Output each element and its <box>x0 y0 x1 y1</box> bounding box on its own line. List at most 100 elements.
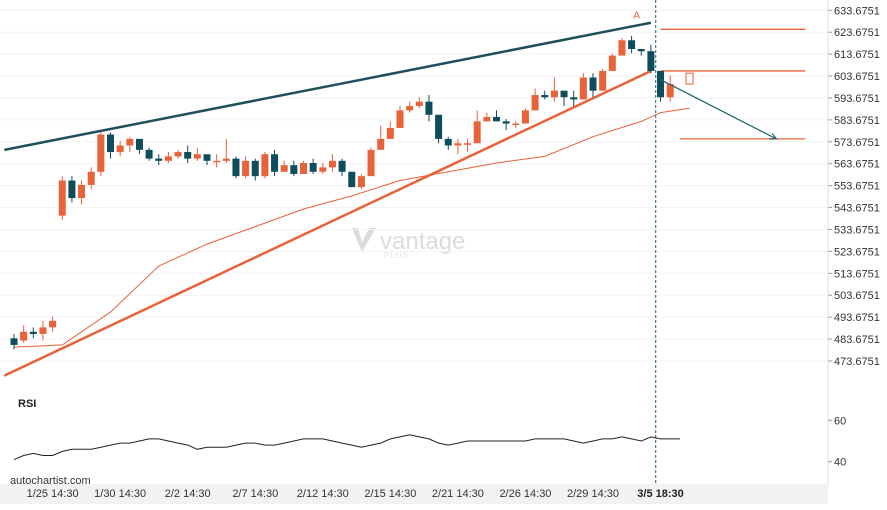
x-tick-label: 2/12 14:30 <box>297 488 349 500</box>
candle-body <box>116 145 124 153</box>
y-tick-label: 613.6751 <box>834 49 880 61</box>
candle-body <box>493 116 500 122</box>
x-tick-label: 1/25 14:30 <box>27 488 79 500</box>
candle-body <box>386 127 394 139</box>
candle-body <box>319 167 327 172</box>
support-trendline <box>3 69 652 377</box>
price-plot-area: A <box>3 0 806 500</box>
candle-body <box>444 138 452 146</box>
y-tick-label: 593.6751 <box>834 93 880 105</box>
candle-body <box>435 114 443 139</box>
x-tick-label: 2/15 14:30 <box>364 488 416 500</box>
y-tick-label: 503.6751 <box>834 290 880 302</box>
candle-body <box>184 152 192 159</box>
candle-body <box>222 158 230 161</box>
projected-candle <box>685 72 694 85</box>
candle-body <box>87 171 95 185</box>
candle-body <box>290 165 298 174</box>
y-tick-label: 523.6751 <box>834 246 880 258</box>
candle-body <box>309 163 317 172</box>
y-tick-label: 483.6751 <box>834 334 880 346</box>
candle-body <box>155 158 163 161</box>
rsi-tick-label: 40 <box>834 457 846 469</box>
y-tick-label: 603.6751 <box>834 71 880 83</box>
rsi-line <box>13 434 680 461</box>
x-tick-label: 2/26 14:30 <box>499 488 551 500</box>
candle-body <box>145 149 153 159</box>
candle-body <box>357 176 365 188</box>
candle-body <box>78 184 86 199</box>
candle-body <box>300 163 307 174</box>
candle-body <box>618 40 626 56</box>
candle-body <box>49 320 57 328</box>
candle-body <box>242 160 250 177</box>
y-tick-label: 533.6751 <box>834 224 880 236</box>
candle-body <box>164 156 172 161</box>
y-tick-label: 513.6751 <box>834 268 880 280</box>
candle-body <box>29 331 37 334</box>
candle-body <box>454 143 462 146</box>
candle-body <box>560 90 568 98</box>
candle-body <box>415 101 423 107</box>
candle-body <box>20 331 28 341</box>
y-tick-label: 553.6751 <box>834 181 880 193</box>
candle-body <box>377 138 385 150</box>
candle-body <box>107 134 114 153</box>
y-tick-label: 493.6751 <box>834 312 880 324</box>
rsi-tick-label: 60 <box>834 415 846 427</box>
moving-average-line <box>13 107 690 348</box>
candle-body <box>348 171 356 188</box>
candle-body <box>328 160 336 168</box>
rsi-plot-area: RSI <box>13 398 680 461</box>
candle-body <box>68 180 76 199</box>
candle-body <box>203 154 211 161</box>
x-tick-label: 2/21 14:30 <box>432 488 484 500</box>
rsi-title: RSI <box>18 398 36 410</box>
candle-body <box>232 158 240 177</box>
candle-body <box>97 134 105 172</box>
source-credit: autochartist.com <box>10 475 91 487</box>
x-axis-band <box>0 484 828 504</box>
candle-body <box>531 95 539 111</box>
pattern-point-label: A <box>633 11 640 22</box>
forecast-arrow-line <box>660 79 777 140</box>
candle-body <box>464 143 472 145</box>
candle-body <box>502 121 510 124</box>
candle-body <box>473 121 481 144</box>
watermark-text: vantage <box>380 228 465 255</box>
y-tick-label: 633.6751 <box>834 5 880 17</box>
watermark-subtext: PLUS <box>384 251 409 260</box>
candle-body <box>589 77 597 91</box>
rsi-y-axis: 60 40 <box>828 415 846 469</box>
candle-body <box>425 101 433 115</box>
candle-body <box>135 138 143 150</box>
candle-body <box>261 154 269 177</box>
candle-body <box>58 180 66 216</box>
candle-body <box>271 154 279 172</box>
x-tick-label: 1/30 14:30 <box>94 488 146 500</box>
candle-body <box>39 327 47 334</box>
x-tick-label: 2/2 14:30 <box>165 488 211 500</box>
candle-body <box>541 95 549 98</box>
candle-body <box>550 90 558 98</box>
candle-body <box>657 70 665 98</box>
price-y-axis: 633.6751 623.6751 613.6751 603.6751 593.6751… <box>827 0 880 484</box>
time-x-axis: 1/25 14:30 1/30 14:30 2/2 14:30 2/7 14:30 2/… <box>0 484 828 504</box>
candle-body <box>647 51 655 71</box>
candle-body <box>666 84 674 98</box>
y-tick-label: 623.6751 <box>834 27 880 39</box>
candle-body <box>367 149 375 177</box>
candle-body <box>599 70 607 91</box>
candle-body <box>512 123 520 126</box>
candle-body <box>280 165 288 172</box>
y-tick-label: 573.6751 <box>834 137 880 149</box>
x-tick-label: 2/29 14:30 <box>567 488 619 500</box>
y-tick-label: 583.6751 <box>834 115 880 127</box>
vantage-logo-icon <box>352 228 376 252</box>
forecast-arrow-head <box>769 132 778 140</box>
candle-body <box>193 154 201 159</box>
candle-body <box>396 110 404 128</box>
y-tick-label: 473.6751 <box>834 356 880 368</box>
